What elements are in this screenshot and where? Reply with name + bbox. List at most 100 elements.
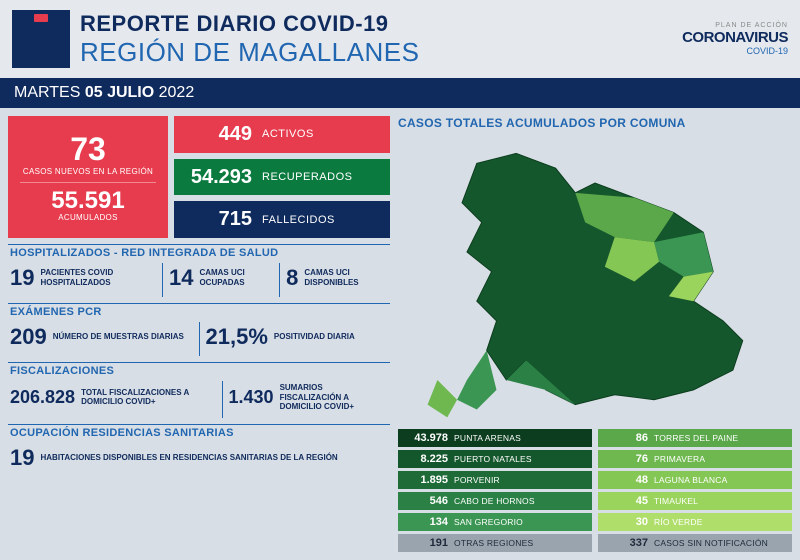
status-pills: 449 ACTIVOS 54.293 RECUPERADOS 715 FALLE… [174, 116, 390, 238]
comuna-box: 191OTRAS REGIONES [398, 534, 592, 552]
recovered-label: RECUPERADOS [262, 171, 352, 183]
pcr-samples-l: NÚMERO DE MUESTRAS DIARIAS [53, 332, 184, 342]
comuna-count: 546 [404, 495, 448, 507]
residences-title: OCUPACIÓN RESIDENCIAS SANITARIAS [8, 424, 390, 443]
comuna-count: 337 [604, 537, 648, 549]
new-cases-number: 73 [70, 133, 106, 165]
hospital-patients-n: 19 [10, 265, 34, 291]
comuna-box: 45 TIMAUKEL [598, 492, 792, 510]
covid-label: COVID-19 [682, 46, 788, 56]
comuna-name: CABO DE HORNOS [454, 496, 535, 506]
hospital-patients: 19 PACIENTES COVID HOSPITALIZADOS [8, 263, 158, 297]
pcr-positivity: 21,5% POSITIVIDAD DIARIA [204, 322, 391, 356]
comuna-box: 134SAN GREGORIO [398, 513, 592, 531]
hospital-patients-l: PACIENTES COVID HOSPITALIZADOS [40, 268, 150, 287]
uci-occ-n: 14 [169, 265, 193, 291]
residences-n: 19 [10, 445, 34, 471]
magallanes-map [398, 134, 792, 429]
comunas-col-right: 86 TORRES DEL PAINE 76PRIMAVERA 48 LAGUNA BL… [598, 429, 792, 552]
body: 73 CASOS NUEVOS EN LA REGIÓN 55.591 ACUM… [0, 108, 800, 560]
comuna-name: CASOS SIN NOTIFICACIÓN [654, 538, 768, 548]
comuna-name: PORVENIR [454, 475, 500, 485]
comuna-box: 43.978 PUNTA ARENAS [398, 429, 592, 447]
cumulative-label: ACUMULADOS [58, 213, 117, 222]
comuna-box: 1.895 PORVENIR [398, 471, 592, 489]
comuna-box: 76PRIMAVERA [598, 450, 792, 468]
report-title-1: REPORTE DIARIO COVID-19 [80, 11, 672, 37]
deceased-pill: 715 FALLECIDOS [174, 201, 390, 238]
date-bar: MARTES 05 JULIO 2022 [0, 78, 800, 108]
pcr-body: 209 NÚMERO DE MUESTRAS DIARIAS 21,5% POS… [8, 322, 390, 356]
comuna-name: RÍO VERDE [654, 517, 703, 527]
comunas-grid: 43.978 PUNTA ARENAS 8.225 PUERTO NATALES 1.8… [398, 429, 792, 552]
report-root: REPORTE DIARIO COVID-19 REGIÓN DE MAGALL… [0, 0, 800, 560]
map-title: CASOS TOTALES ACUMULADOS POR COMUNA [398, 116, 792, 130]
comuna-count: 86 [604, 432, 648, 444]
new-cases-box: 73 CASOS NUEVOS EN LA REGIÓN 55.591 ACUM… [8, 116, 168, 238]
pcr-title: EXÁMENES PCR [8, 303, 390, 322]
recovered-number: 54.293 [184, 166, 252, 189]
recovered-pill: 54.293 RECUPERADOS [174, 159, 390, 196]
comuna-count: 43.978 [404, 432, 448, 444]
comuna-name: TORRES DEL PAINE [654, 433, 738, 443]
fisc-sum-n: 1.430 [229, 387, 274, 408]
fisc-sum-l: SUMARIOS FISCALIZACIÓN A DOMICILIO COVID… [280, 383, 382, 412]
comuna-name: LAGUNA BLANCA [654, 475, 727, 485]
active-label: ACTIVOS [262, 128, 314, 140]
uci-available: 8 CAMAS UCI DISPONIBLES [284, 263, 390, 297]
divider [162, 263, 163, 297]
comunas-col-left: 43.978 PUNTA ARENAS 8.225 PUERTO NATALES 1.8… [398, 429, 592, 552]
comuna-count: 76 [604, 453, 648, 465]
comuna-count: 30 [604, 516, 648, 528]
divider [279, 263, 280, 297]
map-container [398, 134, 792, 429]
active-number: 449 [184, 123, 252, 146]
comuna-box: 48 LAGUNA BLANCA [598, 471, 792, 489]
fisc-body: 206.828 TOTAL FISCALIZACIONES A DOMICILI… [8, 381, 390, 418]
pcr-pos-l: POSITIVIDAD DIARIA [274, 332, 355, 342]
deceased-label: FALLECIDOS [262, 214, 335, 226]
coronavirus-logo: PLAN DE ACCIÓN CORONAVIRUS COVID-19 [682, 22, 788, 56]
divider [199, 322, 200, 356]
fisc-sum: 1.430 SUMARIOS FISCALIZACIÓN A DOMICILIO… [227, 381, 390, 418]
pcr-pos-n: 21,5% [206, 324, 268, 350]
comuna-box: 546 CABO DE HORNOS [398, 492, 592, 510]
comuna-count: 8.225 [404, 453, 448, 465]
comuna-box: 30 RÍO VERDE [598, 513, 792, 531]
fisc-title: FISCALIZACIONES [8, 362, 390, 381]
comuna-name: TIMAUKEL [654, 496, 698, 506]
comuna-count: 48 [604, 474, 648, 486]
comuna-box: 86 TORRES DEL PAINE [598, 429, 792, 447]
hospital-section: HOSPITALIZADOS - RED INTEGRADA DE SALUD … [8, 244, 390, 297]
comuna-name: OTRAS REGIONES [454, 538, 533, 548]
left-column: 73 CASOS NUEVOS EN LA REGIÓN 55.591 ACUM… [8, 116, 390, 552]
divider [222, 381, 223, 418]
comuna-count: 45 [604, 495, 648, 507]
comuna-count: 1.895 [404, 474, 448, 486]
header: REPORTE DIARIO COVID-19 REGIÓN DE MAGALL… [0, 0, 800, 78]
new-cases-label: CASOS NUEVOS EN LA REGIÓN [23, 167, 153, 176]
comuna-name: SAN GREGORIO [454, 517, 523, 527]
uci-occ-l: CAMAS UCI OCUPADAS [199, 268, 267, 287]
comuna-box: 337 CASOS SIN NOTIFICACIÓN [598, 534, 792, 552]
pcr-samples: 209 NÚMERO DE MUESTRAS DIARIAS [8, 322, 195, 356]
report-title-2: REGIÓN DE MAGALLANES [80, 37, 672, 68]
fisc-section: FISCALIZACIONES 206.828 TOTAL FISCALIZAC… [8, 362, 390, 418]
deceased-number: 715 [184, 208, 252, 231]
coronavirus-label: CORONAVIRUS [682, 29, 788, 46]
uci-avail-n: 8 [286, 265, 298, 291]
comuna-name: PUNTA ARENAS [454, 433, 521, 443]
title-block: REPORTE DIARIO COVID-19 REGIÓN DE MAGALL… [80, 11, 672, 68]
fisc-total-l: TOTAL FISCALIZACIONES A DOMICILIO COVID+ [81, 388, 209, 407]
plan-label: PLAN DE ACCIÓN [682, 22, 788, 29]
comuna-name: PUERTO NATALES [454, 454, 532, 464]
residences-rooms: 19 HABITACIONES DISPONIBLES EN RESIDENCI… [8, 443, 346, 477]
top-stats: 73 CASOS NUEVOS EN LA REGIÓN 55.591 ACUM… [8, 116, 390, 238]
fisc-total-n: 206.828 [10, 387, 75, 408]
uci-avail-l: CAMAS UCI DISPONIBLES [304, 268, 382, 287]
cumulative-number: 55.591 [51, 189, 124, 213]
pcr-samples-n: 209 [10, 324, 47, 350]
divider [20, 182, 157, 183]
fisc-total: 206.828 TOTAL FISCALIZACIONES A DOMICILI… [8, 381, 218, 418]
pcr-section: EXÁMENES PCR 209 NÚMERO DE MUESTRAS DIAR… [8, 303, 390, 356]
